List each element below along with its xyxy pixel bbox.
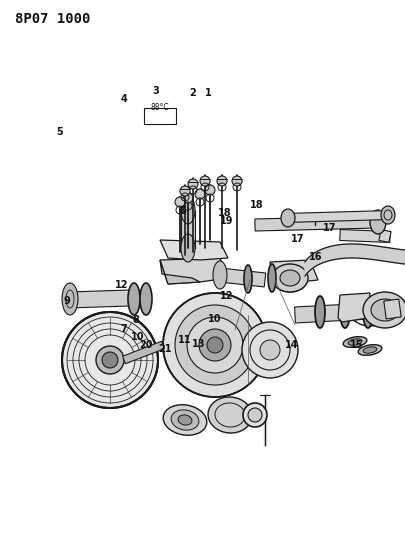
Text: 4: 4 <box>120 94 127 103</box>
Text: 3: 3 <box>153 86 159 95</box>
Ellipse shape <box>244 265 252 293</box>
Polygon shape <box>285 211 390 222</box>
Ellipse shape <box>348 339 362 345</box>
Circle shape <box>207 337 223 353</box>
Text: 2: 2 <box>189 88 196 98</box>
Text: 21: 21 <box>158 344 172 354</box>
Polygon shape <box>160 240 228 260</box>
Ellipse shape <box>183 193 193 203</box>
Ellipse shape <box>178 415 192 425</box>
Ellipse shape <box>363 292 405 328</box>
Ellipse shape <box>343 337 367 348</box>
Polygon shape <box>219 268 266 287</box>
Polygon shape <box>384 299 401 319</box>
Ellipse shape <box>280 270 300 286</box>
Polygon shape <box>68 290 130 308</box>
Ellipse shape <box>180 186 190 196</box>
Circle shape <box>96 346 124 374</box>
Ellipse shape <box>62 283 78 315</box>
Text: 16: 16 <box>309 252 323 262</box>
Text: 15: 15 <box>350 341 363 350</box>
Polygon shape <box>255 216 378 231</box>
Ellipse shape <box>181 196 195 224</box>
Polygon shape <box>181 210 195 248</box>
Polygon shape <box>379 300 405 318</box>
Ellipse shape <box>200 176 210 186</box>
Circle shape <box>243 403 267 427</box>
Text: 14: 14 <box>285 341 298 350</box>
Polygon shape <box>294 302 390 323</box>
Text: 18: 18 <box>250 200 264 210</box>
Circle shape <box>102 352 118 368</box>
Ellipse shape <box>208 397 252 433</box>
Text: 10: 10 <box>131 332 145 342</box>
Ellipse shape <box>128 283 140 315</box>
Polygon shape <box>338 293 370 322</box>
Polygon shape <box>340 230 390 243</box>
Circle shape <box>175 305 255 385</box>
Polygon shape <box>379 230 391 243</box>
Ellipse shape <box>281 209 295 227</box>
Text: 10: 10 <box>208 314 222 324</box>
Text: 12: 12 <box>115 280 128 290</box>
Ellipse shape <box>232 176 242 186</box>
Text: 6: 6 <box>179 206 185 215</box>
Ellipse shape <box>363 296 373 328</box>
Text: 11: 11 <box>177 335 191 345</box>
Ellipse shape <box>175 197 185 207</box>
Text: 20: 20 <box>139 341 153 350</box>
Ellipse shape <box>140 283 152 315</box>
Circle shape <box>248 408 262 422</box>
Ellipse shape <box>268 264 276 292</box>
Text: 7: 7 <box>120 325 127 334</box>
Text: 18: 18 <box>218 208 232 218</box>
Ellipse shape <box>205 185 215 195</box>
Ellipse shape <box>195 189 205 199</box>
Bar <box>144 108 176 124</box>
Polygon shape <box>305 244 405 276</box>
Ellipse shape <box>340 296 350 328</box>
Ellipse shape <box>260 340 280 360</box>
Circle shape <box>62 312 158 408</box>
Polygon shape <box>160 258 228 284</box>
Ellipse shape <box>371 299 399 321</box>
Ellipse shape <box>370 210 386 234</box>
Ellipse shape <box>163 405 207 435</box>
Ellipse shape <box>217 176 227 186</box>
Ellipse shape <box>315 296 325 328</box>
Text: 13: 13 <box>192 339 205 349</box>
Circle shape <box>187 317 243 373</box>
Text: 88°C: 88°C <box>151 103 169 112</box>
Circle shape <box>199 329 231 361</box>
Text: 1: 1 <box>205 88 212 98</box>
Text: 8: 8 <box>132 315 139 325</box>
Ellipse shape <box>272 264 308 292</box>
Text: 5: 5 <box>57 127 63 137</box>
Ellipse shape <box>381 206 395 224</box>
Polygon shape <box>123 341 164 364</box>
Polygon shape <box>160 260 200 284</box>
Text: 17: 17 <box>323 223 337 233</box>
Ellipse shape <box>363 347 377 353</box>
Text: 12: 12 <box>220 291 234 301</box>
Ellipse shape <box>242 322 298 378</box>
Ellipse shape <box>213 261 227 289</box>
Ellipse shape <box>358 345 382 356</box>
Circle shape <box>163 293 267 397</box>
Polygon shape <box>270 260 318 284</box>
Text: 19: 19 <box>220 216 234 226</box>
Ellipse shape <box>188 179 198 189</box>
Text: 17: 17 <box>291 234 305 244</box>
Text: 8P07 1000: 8P07 1000 <box>15 12 90 26</box>
Ellipse shape <box>181 234 195 262</box>
Ellipse shape <box>171 410 199 430</box>
Text: 9: 9 <box>64 296 70 306</box>
